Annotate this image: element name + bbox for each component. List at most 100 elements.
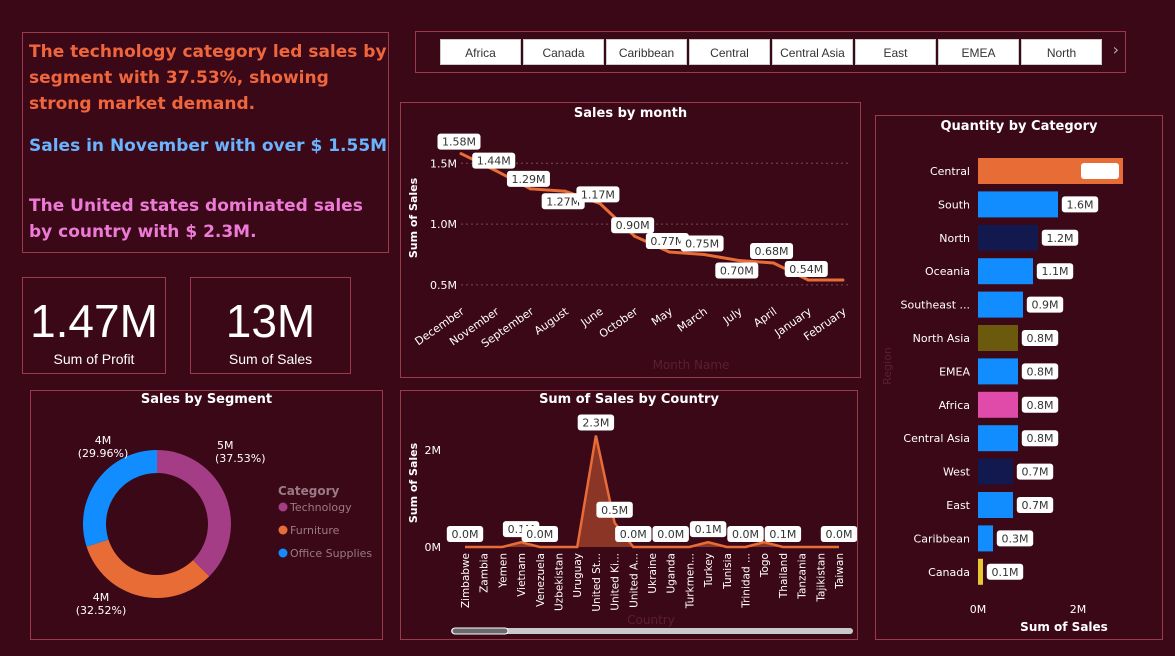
country-value-label-turkey: 0.1M	[695, 523, 722, 536]
country-xtick-uganda: Uganda	[666, 553, 678, 594]
month-xtick-july: July	[720, 305, 745, 328]
category-value-label-canada-bg	[986, 563, 1024, 580]
segment-pct-label-furniture: (32.52%)	[76, 604, 127, 617]
slicer-chip-caribbean[interactable]: Caribbean	[606, 39, 687, 65]
slicer-chip-north[interactable]: North	[1021, 39, 1102, 65]
category-label-emea: EMEA	[939, 365, 970, 378]
country-xtick-turkey: Turkey	[703, 553, 715, 588]
category-bar-central-asia	[978, 425, 1018, 452]
slicer-chip-central-asia[interactable]: Central Asia	[772, 39, 853, 65]
country-value-label-thailand-bg	[764, 526, 802, 542]
insight-technology: The technology category led sales by seg…	[29, 42, 387, 114]
slicer-chip-africa[interactable]: Africa	[440, 39, 521, 65]
category-value-label-caribbean-bg	[996, 530, 1034, 547]
category-value-label-east: 0.7M	[1022, 499, 1049, 512]
category-label-oceania: Oceania	[925, 265, 970, 278]
segment-pct-label-office-supplies: (29.96%)	[78, 447, 129, 460]
month-point-march	[702, 252, 706, 256]
category-value-label-emea-bg	[1021, 363, 1059, 380]
category-label-east: East	[946, 499, 970, 512]
segment-slice-furniture	[86, 539, 210, 598]
profit-label: Sum of Profit	[53, 351, 135, 367]
country-value-label-united-ki-bg	[596, 501, 633, 518]
category-value-label-africa-bg	[1021, 396, 1059, 413]
month-value-label-october: 0.90M	[616, 219, 650, 232]
country-value-label-turkey-bg	[689, 521, 727, 538]
month-point-february	[841, 278, 845, 282]
category-label-north-asia: North Asia	[913, 332, 970, 345]
slicer-chip-east[interactable]: East	[855, 39, 936, 65]
country-xtick-turkmen: Turkmen...	[684, 553, 696, 609]
country-value-label-uganda: 0.0M	[657, 528, 684, 541]
country-xtick-trinidad: Trinidad ...	[741, 553, 753, 609]
month-value-label-november-bg	[472, 152, 516, 169]
country-ytick-label: 2M	[425, 444, 442, 457]
sales-label: Sum of Sales	[228, 351, 313, 367]
month-point-june	[598, 201, 602, 205]
segment-legend-label-furniture: Furniture	[290, 524, 340, 537]
category-label-north: North	[939, 232, 970, 245]
category-bar-emea	[978, 358, 1018, 385]
month-value-label-march: 0.75M	[685, 237, 719, 250]
month-value-label-august: 1.27M	[546, 195, 580, 208]
category-xtick-label: 0M	[970, 603, 987, 616]
segment-value-label-office-supplies: 4M	[95, 434, 112, 447]
country-value-label-united-st: 2.3M	[582, 417, 609, 430]
country-xtick-uzbekistan: Uzbekistan	[554, 553, 566, 611]
category-value-label-southeast-bg	[1026, 296, 1064, 313]
country-xtick-tunisia: Tunisia	[722, 553, 734, 590]
slicer-chip-canada[interactable]: Canada	[523, 39, 604, 65]
sales-by-segment-chart: 5M(37.53%)4M(32.52%)4M(29.96%)CategoryTe…	[76, 434, 373, 617]
country-xtick-united-a: United A...	[628, 553, 640, 608]
month-value-label-december: 1.58M	[442, 136, 476, 149]
month-value-label-april: 0.68M	[755, 245, 789, 258]
category-ylabel: Region	[881, 347, 894, 385]
slicer-next-icon[interactable]: ›	[1112, 40, 1119, 59]
country-xtick-united-st: United St...	[591, 553, 603, 612]
country-xtick-tanzania: Tanzania	[797, 553, 809, 600]
month-xtick-october: October	[597, 305, 641, 341]
country-value-label-uganda-bg	[652, 526, 689, 542]
month-point-october	[633, 234, 637, 238]
country-ytick-label: 0M	[425, 541, 442, 554]
category-value-label-oceania: 1.1M	[1042, 265, 1069, 278]
category-bar-africa	[978, 391, 1018, 418]
category-value-label-southeast: 0.9M	[1032, 299, 1059, 312]
insight-united-states: The United states dominated sales by cou…	[29, 196, 363, 242]
month-value-label-march-bg	[680, 235, 724, 252]
quantity-by-category-chart: Region Central South 1.6M North 1.2M Oceania 1.…	[881, 158, 1123, 634]
month-point-may	[667, 250, 671, 254]
country-series-line	[465, 435, 839, 549]
profit-card: 1.47M Sum of Profit	[22, 277, 166, 374]
country-xtick-ukraine: Ukraine	[647, 553, 659, 594]
country-value-label-trinidad: 0.0M	[732, 528, 759, 541]
month-value-label-january: 0.54M	[789, 263, 823, 276]
slicer-chip-emea[interactable]: EMEA	[938, 39, 1019, 65]
category-label-southeast: Southeast ...	[900, 299, 970, 312]
month-xtick-may: May	[649, 305, 675, 329]
country-value-label-venezuela: 0.0M	[526, 528, 553, 541]
month-ylabel: Sum of Sales	[407, 177, 420, 258]
profit-value: 1.47M	[30, 295, 158, 347]
category-xtick-label: 2M	[1070, 603, 1087, 616]
month-value-label-september: 1.29M	[511, 173, 545, 186]
country-value-label-venezuela-bg	[521, 526, 558, 542]
country-value-label-united-ki: 0.5M	[601, 504, 628, 517]
month-point-january	[806, 278, 810, 282]
quantity-by-category-panel: Quantity by Category Region Central South 1…	[875, 115, 1163, 640]
month-value-label-june: 1.17M	[581, 188, 615, 201]
slicer-chip-central[interactable]: Central	[689, 39, 770, 65]
country-chart-title: Sum of Sales by Country	[539, 392, 719, 407]
segment-legend-marker-furniture	[278, 525, 288, 535]
country-scrollbar-thumb[interactable]	[451, 627, 509, 635]
segment-chart-title: Sales by Segment	[140, 392, 273, 407]
month-point-april	[772, 261, 776, 265]
category-label-africa: Africa	[939, 399, 970, 412]
country-value-label-united-st-bg	[577, 414, 615, 431]
country-value-label-taiwan: 0.0M	[826, 528, 853, 541]
month-value-label-december-bg	[437, 133, 481, 150]
category-bar-canada	[978, 558, 983, 585]
segment-value-label-technology: 5M	[217, 439, 234, 452]
category-label-canada: Canada	[928, 566, 970, 579]
sales-card: 13M Sum of Sales	[190, 277, 351, 374]
